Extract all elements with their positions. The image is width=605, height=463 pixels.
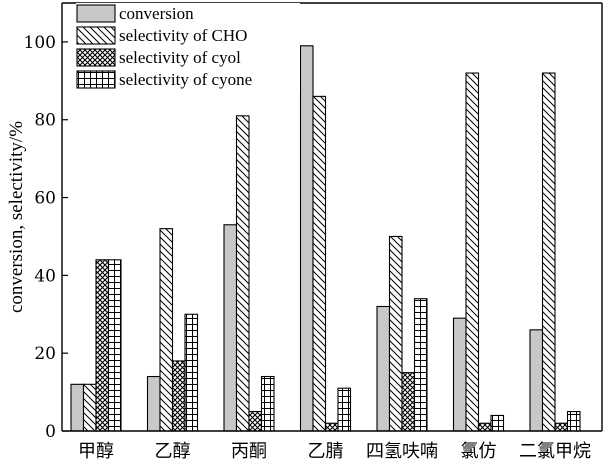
bar-3-series-1 [223,224,238,432]
bar-5-series-2 [388,235,403,432]
bar-7-series-4 [566,410,581,432]
bar-7-series-1 [529,329,544,432]
bar-4-series-2 [312,95,327,432]
category-label-6: 氯仿 [461,441,497,462]
bar-1-series-3 [95,259,110,432]
y-tick-label-80: 80 [34,111,56,131]
bar-3-series-4 [260,375,275,432]
bar-4-series-3 [324,422,339,432]
bar-2-series-2 [159,228,174,432]
bar-4-series-4 [337,387,352,432]
category-label-1: 甲醇 [78,441,114,462]
bar-5-series-1 [376,305,391,432]
legend-label-2: selectivity of CHO [119,26,247,45]
bar-6-series-4 [490,414,505,432]
legend-swatch-2 [76,26,116,45]
y-tick-label-100: 100 [24,33,56,53]
category-labels: 甲醇 乙醇 丙酮 乙腈 四氢呋喃 氯仿 二氯甲烷 [78,425,591,462]
category-label-4: 乙腈 [308,441,344,462]
legend-label-3: selectivity of cyol [119,48,241,67]
legend-swatch-3 [76,48,116,67]
bar-2-series-4 [184,313,199,432]
bar-2-series-1 [146,375,161,432]
legend-label-1: conversion [119,4,194,23]
ticks-layer: 0 20 40 60 80 100 [24,33,68,442]
category-label-7: 二氯甲烷 [519,441,591,462]
legend: conversion selectivity of CHO selectivity … [76,3,300,93]
y-tick-label-40: 40 [34,266,56,286]
category-label-3: 丙酮 [231,441,267,462]
bar-6-series-1 [452,317,467,432]
bar-5-series-3 [401,372,416,432]
bar-4-series-1 [299,45,314,432]
bar-6-series-2 [465,72,480,432]
category-label-5: 四氢呋喃 [366,441,438,462]
bar-7-series-3 [554,422,569,432]
bar-3-series-3 [248,410,263,432]
category-label-2: 乙醇 [155,441,191,462]
legend-swatch-4 [76,70,116,89]
bars-layer [70,45,581,432]
y-axis-title: conversion, selectivity/% [6,121,27,313]
bar-6-series-3 [477,422,492,432]
bar-3-series-2 [235,115,250,432]
bar-1-series-4 [107,259,122,432]
y-tick-label-0: 0 [45,422,56,442]
legend-label-4: selectivity of cyone [119,70,252,89]
y-tick-label-20: 20 [34,344,56,364]
bar-1-series-2 [82,383,97,432]
y-tick-label-60: 60 [34,189,56,209]
legend-swatch-1 [76,4,116,23]
bar-5-series-4 [413,298,428,432]
bar-7-series-2 [541,72,556,432]
bar-2-series-3 [171,360,186,432]
bar-1-series-1 [70,383,85,432]
